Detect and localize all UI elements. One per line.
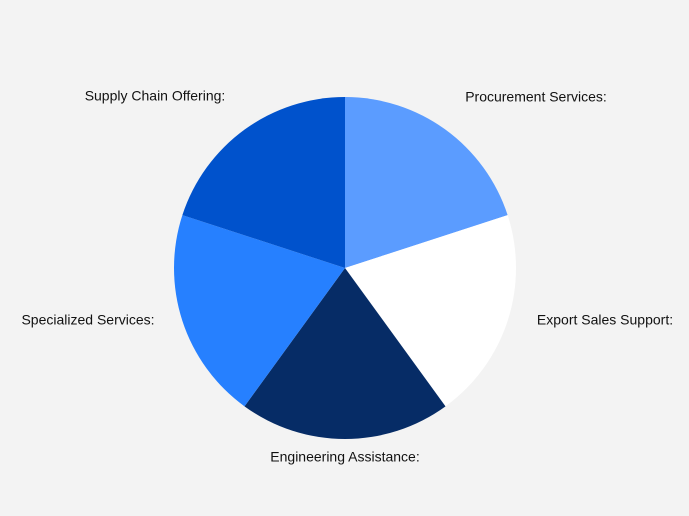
slice-label: Engineering Assistance: — [270, 449, 419, 465]
slice-label: Specialized Services: — [21, 312, 154, 328]
slice-label: Supply Chain Offering: — [85, 88, 226, 104]
pie-slice — [182, 97, 345, 268]
pie-slice — [345, 215, 517, 407]
pie-slice — [244, 268, 446, 439]
slice-label: Export Sales Support: — [537, 312, 673, 328]
slice-label: Procurement Services: — [465, 89, 607, 105]
pie-slice — [345, 97, 508, 268]
pie-slice — [174, 215, 345, 407]
